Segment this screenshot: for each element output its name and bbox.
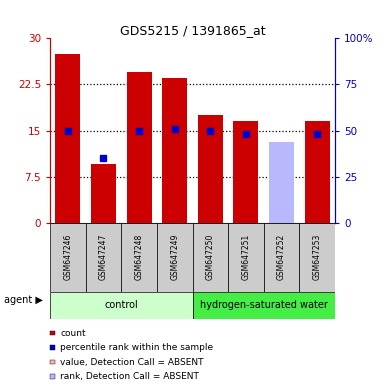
- Text: value, Detection Call = ABSENT: value, Detection Call = ABSENT: [60, 358, 204, 367]
- Text: control: control: [104, 300, 138, 310]
- Text: GSM647246: GSM647246: [64, 234, 72, 280]
- Text: GSM647251: GSM647251: [241, 234, 250, 280]
- Bar: [305, 121, 330, 223]
- Text: GSM647247: GSM647247: [99, 234, 108, 280]
- Text: count: count: [60, 329, 86, 338]
- Bar: [162, 78, 187, 223]
- Text: GSM647248: GSM647248: [135, 234, 144, 280]
- Bar: [233, 121, 258, 223]
- Bar: [121, 223, 157, 292]
- Bar: [50, 292, 192, 319]
- Text: GSM647253: GSM647253: [313, 234, 321, 280]
- Bar: [85, 223, 121, 292]
- Bar: [228, 223, 264, 292]
- Bar: [91, 164, 116, 223]
- Bar: [269, 149, 294, 223]
- Bar: [192, 223, 228, 292]
- Text: hydrogen-saturated water: hydrogen-saturated water: [200, 300, 328, 310]
- Text: rank, Detection Call = ABSENT: rank, Detection Call = ABSENT: [60, 372, 199, 381]
- Text: agent ▶: agent ▶: [4, 295, 43, 305]
- Text: GSM647252: GSM647252: [277, 234, 286, 280]
- Text: GSM647249: GSM647249: [170, 234, 179, 280]
- Bar: [198, 115, 223, 223]
- Bar: [55, 54, 80, 223]
- Bar: [300, 223, 335, 292]
- Text: GSM647250: GSM647250: [206, 234, 215, 280]
- Bar: [127, 72, 152, 223]
- Title: GDS5215 / 1391865_at: GDS5215 / 1391865_at: [120, 24, 265, 37]
- Bar: [50, 223, 85, 292]
- Bar: [157, 223, 192, 292]
- Bar: [192, 292, 335, 319]
- Text: percentile rank within the sample: percentile rank within the sample: [60, 343, 214, 353]
- Bar: [269, 142, 294, 223]
- Bar: [264, 223, 300, 292]
